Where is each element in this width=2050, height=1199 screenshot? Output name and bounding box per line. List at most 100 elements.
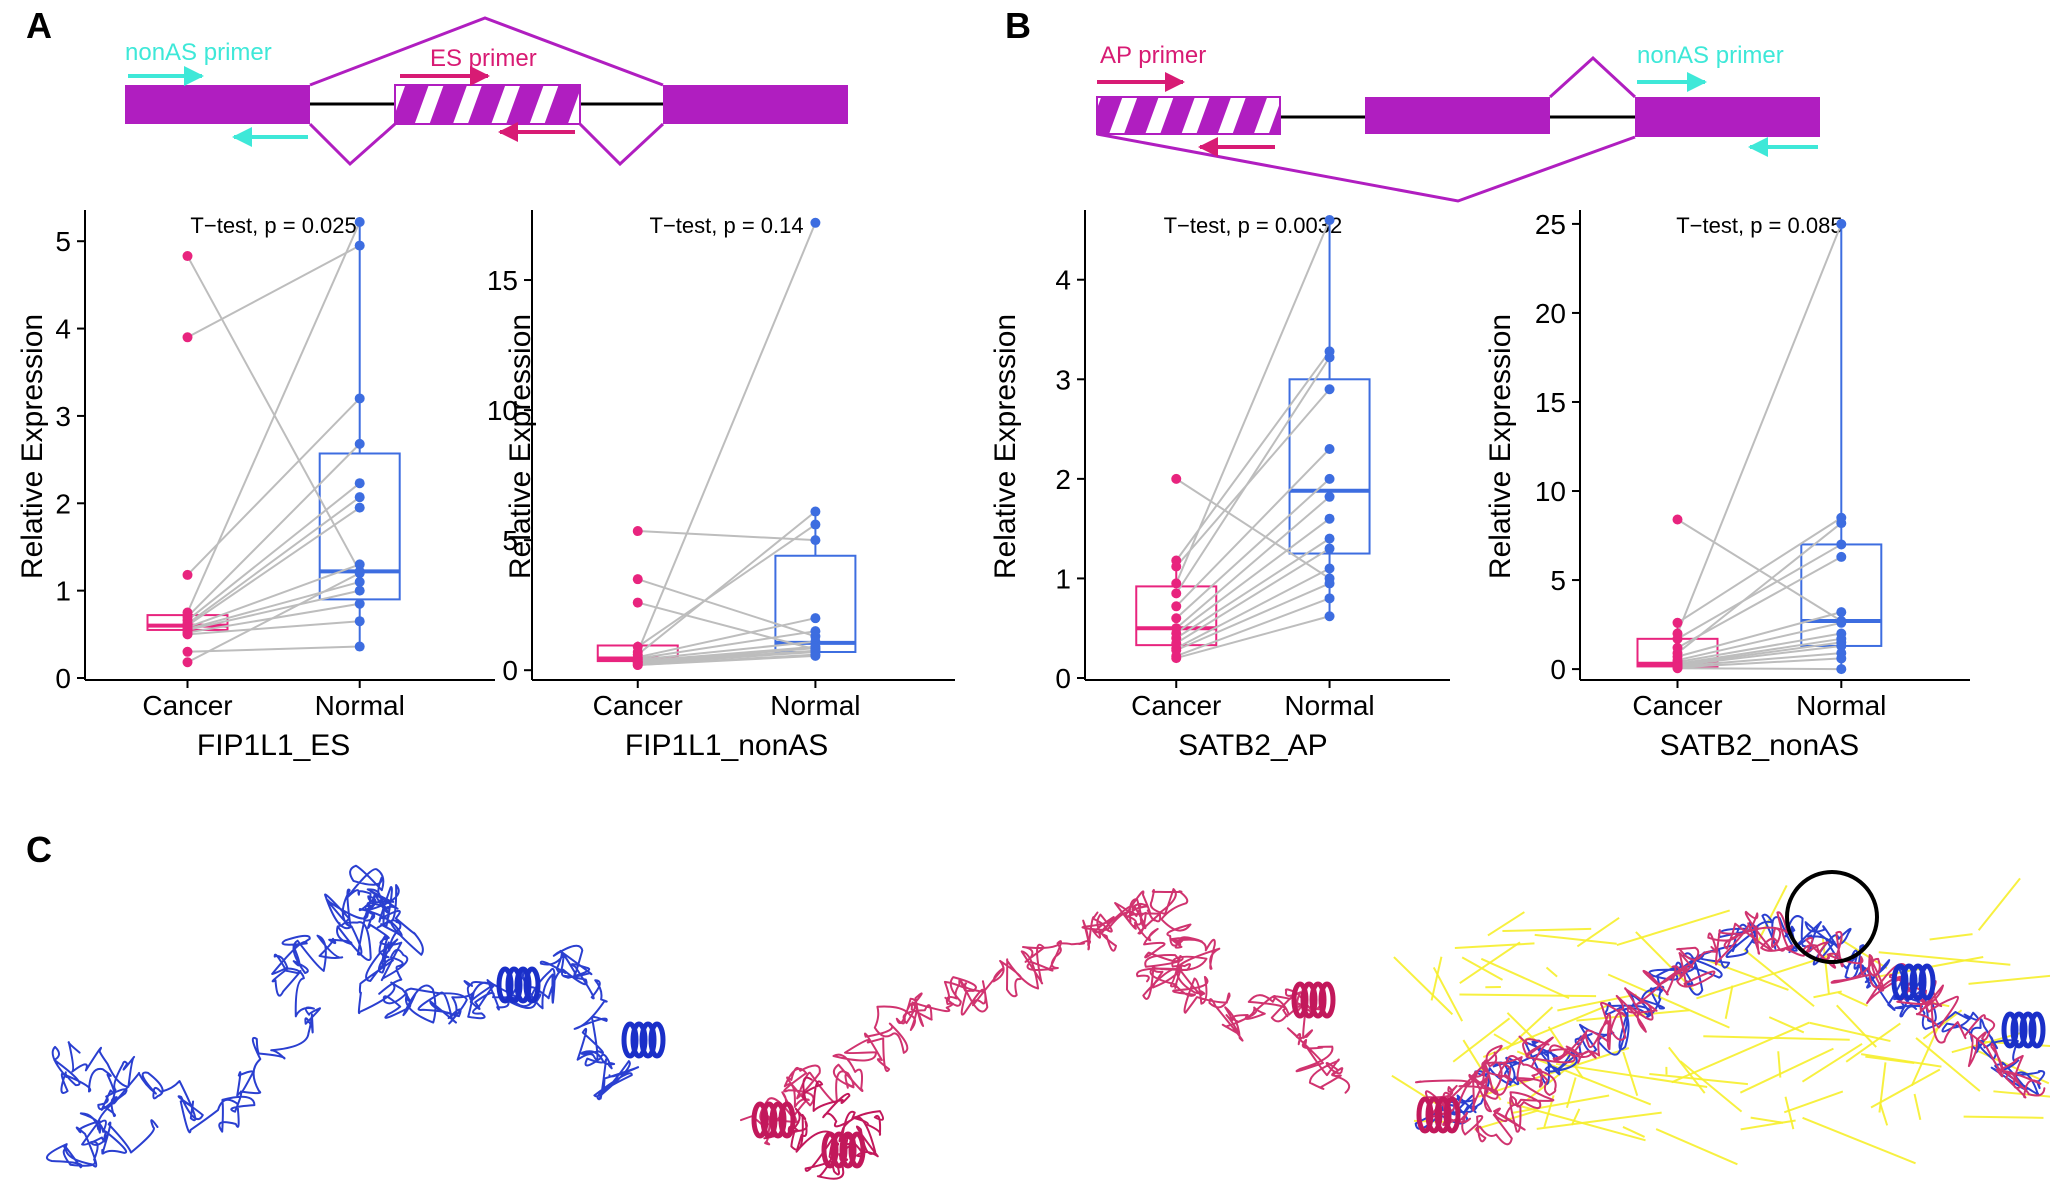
point-normal xyxy=(1836,640,1847,651)
paired-line xyxy=(637,650,816,665)
paired-line xyxy=(1677,644,1842,667)
paired-line xyxy=(1677,641,1842,666)
helix xyxy=(1309,981,1327,1019)
backbone-trace xyxy=(46,1045,159,1169)
y-axis-title: Relative Expression xyxy=(504,314,537,579)
point-cancer xyxy=(1672,633,1683,644)
point-normal xyxy=(1324,563,1335,574)
paired-line xyxy=(1175,517,1331,634)
backbone-trace xyxy=(67,886,640,1134)
paired-line xyxy=(1677,637,1842,665)
paired-line xyxy=(637,649,816,664)
alignment-line xyxy=(1493,1033,1513,1046)
x-axis-title: FIP1L1_nonAS xyxy=(625,729,828,762)
paired-line xyxy=(637,645,816,663)
helix xyxy=(839,1131,857,1169)
helix xyxy=(1425,1096,1443,1134)
helix xyxy=(769,1101,787,1139)
point-cancer xyxy=(1672,514,1683,525)
point-normal xyxy=(354,616,365,627)
alignment-line xyxy=(1879,1103,1889,1126)
point-normal xyxy=(810,535,821,546)
alignment-line xyxy=(1784,1096,1795,1130)
gene-diagram-b: AP primer nonAS primer xyxy=(1096,42,1820,203)
paired-line xyxy=(637,578,816,638)
paired-line xyxy=(1175,478,1331,619)
point-normal xyxy=(354,492,365,503)
paired-line xyxy=(637,654,816,666)
helix xyxy=(505,966,523,1004)
y-tick-label: 5 xyxy=(1550,565,1566,596)
helix xyxy=(523,966,541,1004)
paired-line xyxy=(186,482,361,622)
panel-label-a: A xyxy=(26,5,52,46)
panel-label-b: B xyxy=(1005,5,1031,46)
exon-downstream xyxy=(1635,97,1820,137)
paired-line xyxy=(1175,597,1330,658)
x-axis-title: SATB2_AP xyxy=(1178,729,1328,762)
alignment-line xyxy=(1557,993,1637,1012)
alignment-line xyxy=(1655,1128,1738,1166)
point-normal xyxy=(1324,384,1335,395)
paired-line xyxy=(1676,516,1842,624)
gene-diagram-a: nonAS primer ES primer xyxy=(125,16,848,167)
y-tick-label: 2 xyxy=(1055,464,1071,495)
paired-line xyxy=(1676,223,1843,634)
panel-label-c: C xyxy=(26,829,52,870)
y-axis-title: Relative Expression xyxy=(1484,314,1517,579)
alignment-line xyxy=(1649,1073,1749,1086)
point-cancer xyxy=(1171,601,1182,612)
helix xyxy=(648,1021,666,1059)
alignment-line xyxy=(1913,1093,1922,1121)
alignment-line xyxy=(1432,966,1464,1022)
y-tick-label: 15 xyxy=(1535,387,1566,418)
boxplot-satb2-nonas: 0 5 10 15 20 25 Cancer Normal SATB2_nonAS Relativ… xyxy=(1484,209,1970,762)
alignment-line xyxy=(1777,1051,1782,1078)
alignment-line xyxy=(1977,877,2021,931)
point-normal xyxy=(1836,551,1847,562)
paired-line xyxy=(637,510,817,656)
paired-line xyxy=(1677,543,1842,640)
y-tick-label: 15 xyxy=(487,265,518,296)
point-normal xyxy=(1324,543,1335,554)
alignment-line xyxy=(1480,957,1570,1000)
alignment-line xyxy=(1506,1012,1536,1041)
helix xyxy=(2001,1011,2019,1049)
alignment-line xyxy=(1739,1047,1834,1094)
alignment-line xyxy=(1505,1006,1554,1051)
alignment-line xyxy=(1459,993,1597,998)
exon-3 xyxy=(663,85,848,124)
point-cancer xyxy=(632,574,643,585)
y-tick-label: 10 xyxy=(1535,476,1566,507)
y-tick-label: 20 xyxy=(1535,298,1566,329)
helix xyxy=(2028,1011,2046,1049)
y-tick-label: 0 xyxy=(1550,654,1566,685)
point-normal xyxy=(1324,473,1335,484)
paired-line xyxy=(187,589,360,631)
point-normal xyxy=(1324,533,1335,544)
point-normal xyxy=(810,506,821,517)
protein-structure-superposition xyxy=(1391,877,2050,1166)
paired-line xyxy=(187,244,361,339)
alignment-line xyxy=(1696,953,1834,1000)
alignment-line xyxy=(1813,990,1842,999)
point-normal xyxy=(1836,664,1847,675)
point-cancer xyxy=(1171,473,1182,484)
point-cancer xyxy=(182,646,193,657)
point-cancer xyxy=(182,657,193,668)
backbone-trace xyxy=(324,864,424,995)
point-cancer xyxy=(632,526,643,537)
point-normal xyxy=(354,478,365,489)
paired-line xyxy=(637,530,816,542)
point-normal xyxy=(1836,218,1847,229)
inclusion-junction-right xyxy=(578,122,665,167)
point-normal xyxy=(1324,491,1335,502)
paired-line xyxy=(1175,537,1331,640)
paired-line xyxy=(1175,547,1331,645)
point-cancer xyxy=(1171,578,1182,589)
alignment-line xyxy=(1860,1053,1942,1068)
y-tick-label: 0 xyxy=(502,655,518,686)
x-tick-label-normal: Normal xyxy=(315,690,405,721)
alignment-line xyxy=(1477,1047,1630,1098)
